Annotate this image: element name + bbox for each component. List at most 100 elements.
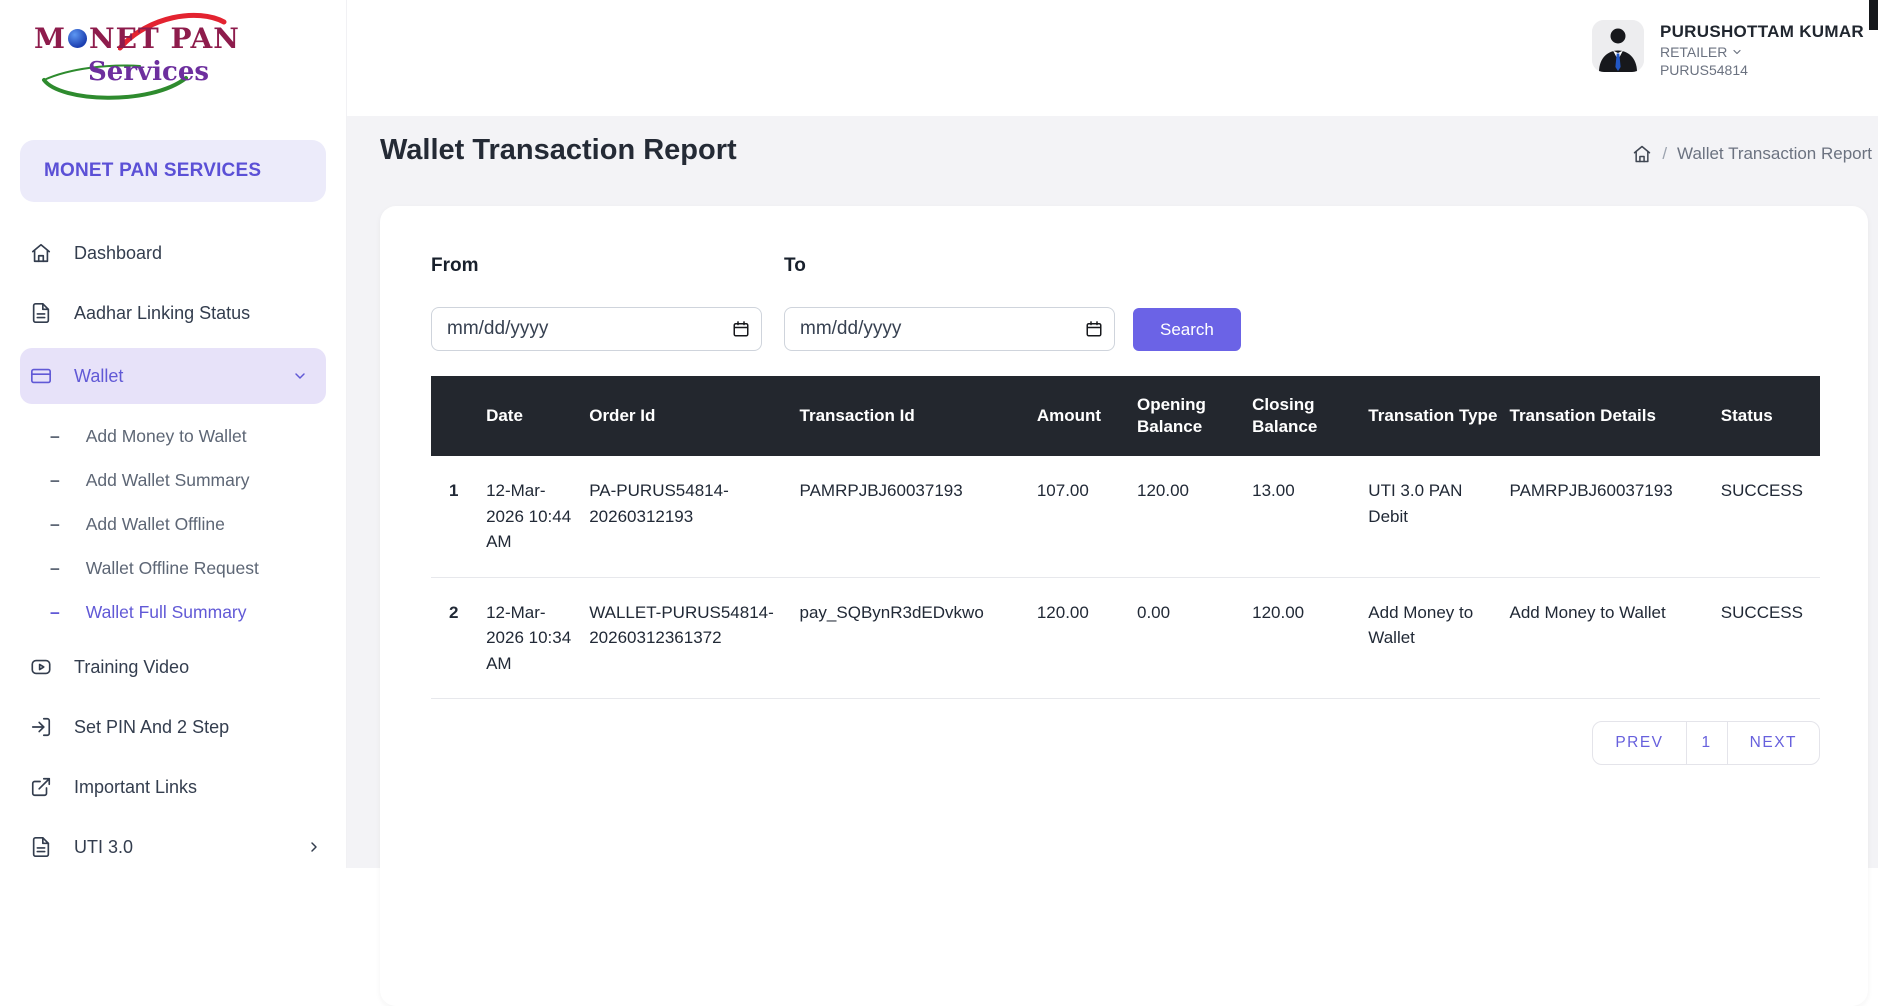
col-index [431,376,486,456]
cell-index: 2 [431,577,486,699]
col-transation-details: Transation Details [1510,376,1721,456]
sidebar-item-label: UTI 3.0 [74,837,133,858]
sidebar-item-wallet[interactable]: Wallet [20,348,326,404]
submenu-item-label: Wallet Full Summary [86,602,247,623]
col-amount: Amount [1037,376,1137,456]
file-text-icon [30,302,52,324]
sidebar-item-set-pin[interactable]: Set PIN And 2 Step [0,702,346,752]
cell-transaction-id: pay_SQBynR3dEDvkwo [800,577,1037,699]
globe-icon [68,29,87,48]
breadcrumb: / Wallet Transaction Report [1632,144,1872,164]
search-button[interactable]: Search [1133,308,1241,351]
submenu-item-label: Add Wallet Summary [86,470,250,491]
main-content: Wallet Transaction Report / Wallet Trans… [347,116,1878,868]
cell-order-id: PA-PURUS54814-20260312193 [589,456,799,577]
submenu-item-wallet-full-summary[interactable]: – Wallet Full Summary [0,590,346,634]
sidebar-item-training-video[interactable]: Training Video [0,642,346,692]
cell-date: 12-Mar-2026 10:44 AM [486,456,589,577]
to-field-group: To [784,255,1115,351]
sidebar-brand-badge-label: MONET PAN SERVICES [44,160,261,182]
external-link-icon [30,776,52,798]
user-name: PURUSHOTTAM KUMAR [1660,22,1864,42]
user-menu[interactable]: PURUSHOTTAM KUMAR RETAILER PURUS54814 [1592,20,1864,78]
user-role-label: RETAILER [1660,44,1727,60]
sidebar-nav: Dashboard Aadhar Linking Status Wallet –… [0,228,346,872]
col-opening-balance: Opening Balance [1137,376,1252,456]
chevron-down-icon [1731,46,1743,58]
table-row: 2 12-Mar-2026 10:34 AM WALLET-PURUS54814… [431,577,1820,699]
to-label: To [784,255,1115,277]
scrollbar-thumb[interactable] [1869,0,1878,30]
avatar [1592,20,1644,72]
cell-transation-type: Add Money to Wallet [1368,577,1509,699]
calendar-icon[interactable] [1085,320,1103,338]
submenu-item-label: Add Wallet Offline [86,514,225,535]
breadcrumb-current: Wallet Transaction Report [1677,144,1872,164]
submenu-dash: – [50,470,60,491]
sidebar-item-uti-3-0[interactable]: UTI 3.0 [0,822,346,872]
submenu-dash: – [50,602,60,623]
log-in-icon [30,716,52,738]
prev-page-button[interactable]: PREV [1593,722,1685,764]
pagination-row: PREV 1 NEXT [431,721,1820,765]
sidebar-item-label: Important Links [74,777,197,798]
cell-opening-balance: 0.00 [1137,577,1252,699]
pagination: PREV 1 NEXT [1592,721,1820,765]
submenu-dash: – [50,426,60,447]
current-page-button[interactable]: 1 [1686,722,1727,764]
cell-transaction-id: PAMRPJBJ60037193 [800,456,1037,577]
submenu-item-add-wallet-summary[interactable]: – Add Wallet Summary [0,458,346,502]
next-page-button[interactable]: NEXT [1727,722,1819,764]
submenu-dash: – [50,558,60,579]
home-icon[interactable] [1632,144,1652,164]
from-label: From [431,255,762,277]
cell-amount: 120.00 [1037,577,1137,699]
sidebar-item-label: Set PIN And 2 Step [74,717,229,738]
submenu-item-wallet-offline-request[interactable]: – Wallet Offline Request [0,546,346,590]
transactions-table: Date Order Id Transaction Id Amount Open… [431,376,1820,699]
cell-date: 12-Mar-2026 10:34 AM [486,577,589,699]
page-title: Wallet Transaction Report [380,134,737,167]
report-card: From To Search [380,206,1868,1006]
credit-card-icon [30,365,52,387]
cell-closing-balance: 13.00 [1252,456,1368,577]
from-date-input[interactable] [431,307,762,351]
sidebar-item-important-links[interactable]: Important Links [0,762,346,812]
submenu-item-add-wallet-offline[interactable]: – Add Wallet Offline [0,502,346,546]
cell-transation-details: PAMRPJBJ60037193 [1510,456,1721,577]
wallet-submenu: – Add Money to Wallet – Add Wallet Summa… [0,414,346,634]
cell-transation-type: UTI 3.0 PAN Debit [1368,456,1509,577]
breadcrumb-separator: / [1662,144,1667,164]
calendar-icon[interactable] [732,320,750,338]
submenu-item-label: Add Money to Wallet [86,426,247,447]
top-header: PURUSHOTTAM KUMAR RETAILER PURUS54814 [347,0,1878,116]
user-role[interactable]: RETAILER [1660,44,1864,60]
logo-services: Services [88,57,209,87]
from-field-group: From [431,255,762,351]
chevron-right-icon [306,839,322,855]
submenu-item-add-money-to-wallet[interactable]: – Add Money to Wallet [0,414,346,458]
col-order-id: Order Id [589,376,799,456]
sidebar-item-label: Training Video [74,657,189,678]
submenu-dash: – [50,514,60,535]
sidebar-item-label: Aadhar Linking Status [74,303,250,324]
sidebar-item-label: Wallet [74,366,123,387]
cell-amount: 107.00 [1037,456,1137,577]
sidebar-brand-badge: MONET PAN SERVICES [20,140,326,202]
submenu-item-label: Wallet Offline Request [86,558,259,579]
col-transaction-id: Transaction Id [800,376,1037,456]
cell-transation-details: Add Money to Wallet [1510,577,1721,699]
status-badge: SUCCESS [1721,456,1820,577]
to-date-input[interactable] [784,307,1115,351]
col-date: Date [486,376,589,456]
user-info: PURUSHOTTAM KUMAR RETAILER PURUS54814 [1660,20,1864,78]
play-icon [30,656,52,678]
table-row: 1 12-Mar-2026 10:44 AM PA-PURUS54814-202… [431,456,1820,577]
sidebar-item-dashboard[interactable]: Dashboard [0,228,346,278]
cell-order-id: WALLET-PURUS54814-20260312361372 [589,577,799,699]
table-header-row: Date Order Id Transaction Id Amount Open… [431,376,1820,456]
sidebar-item-aadhar-linking-status[interactable]: Aadhar Linking Status [0,288,346,338]
